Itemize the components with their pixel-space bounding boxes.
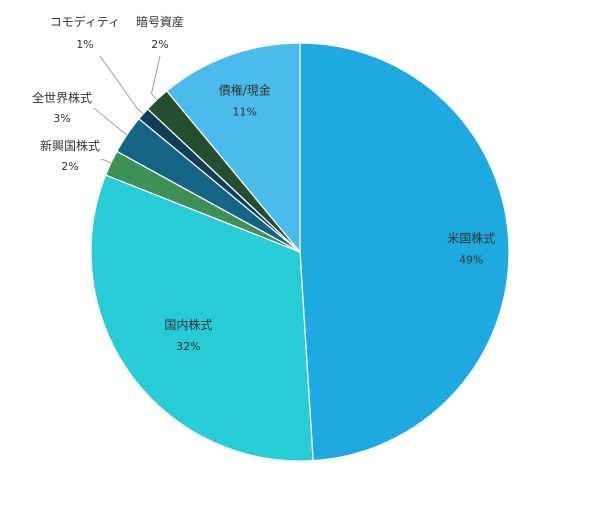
pie-slice-2 (90, 174, 314, 462)
slice-label: 米国株式 (447, 231, 495, 246)
slice-percent: 2% (61, 160, 78, 173)
leader-line (151, 55, 161, 100)
slice-label: 全世界株式 (32, 90, 92, 105)
leader-line (99, 55, 144, 115)
slice-percent: 11% (233, 106, 257, 119)
slice-label: 債権/現金 (219, 83, 271, 98)
slice-labels: 米国株式 49% 国内株式 32% 新興国株式 2% 全世界株式 3% コモディティ 1% 暗号資産… (32, 14, 495, 353)
leader-line (93, 107, 128, 135)
pie-slice-7 (165, 42, 301, 254)
slice-percent: 2% (151, 38, 168, 51)
slice-label: 新興国株式 (40, 138, 100, 153)
slice-percent: 3% (53, 112, 70, 125)
slice-label: 暗号資産 (136, 14, 184, 29)
slice-label: 国内株式 (164, 317, 212, 332)
leader-lines (93, 55, 161, 164)
slice-percent: 1% (76, 38, 93, 51)
leader-line (99, 159, 112, 164)
slice-label: コモディティ (50, 14, 120, 29)
pie-slices (90, 42, 510, 462)
slice-percent: 49% (459, 254, 483, 267)
slice-percent: 32% (176, 340, 200, 353)
pie-slice-1 (299, 42, 510, 462)
